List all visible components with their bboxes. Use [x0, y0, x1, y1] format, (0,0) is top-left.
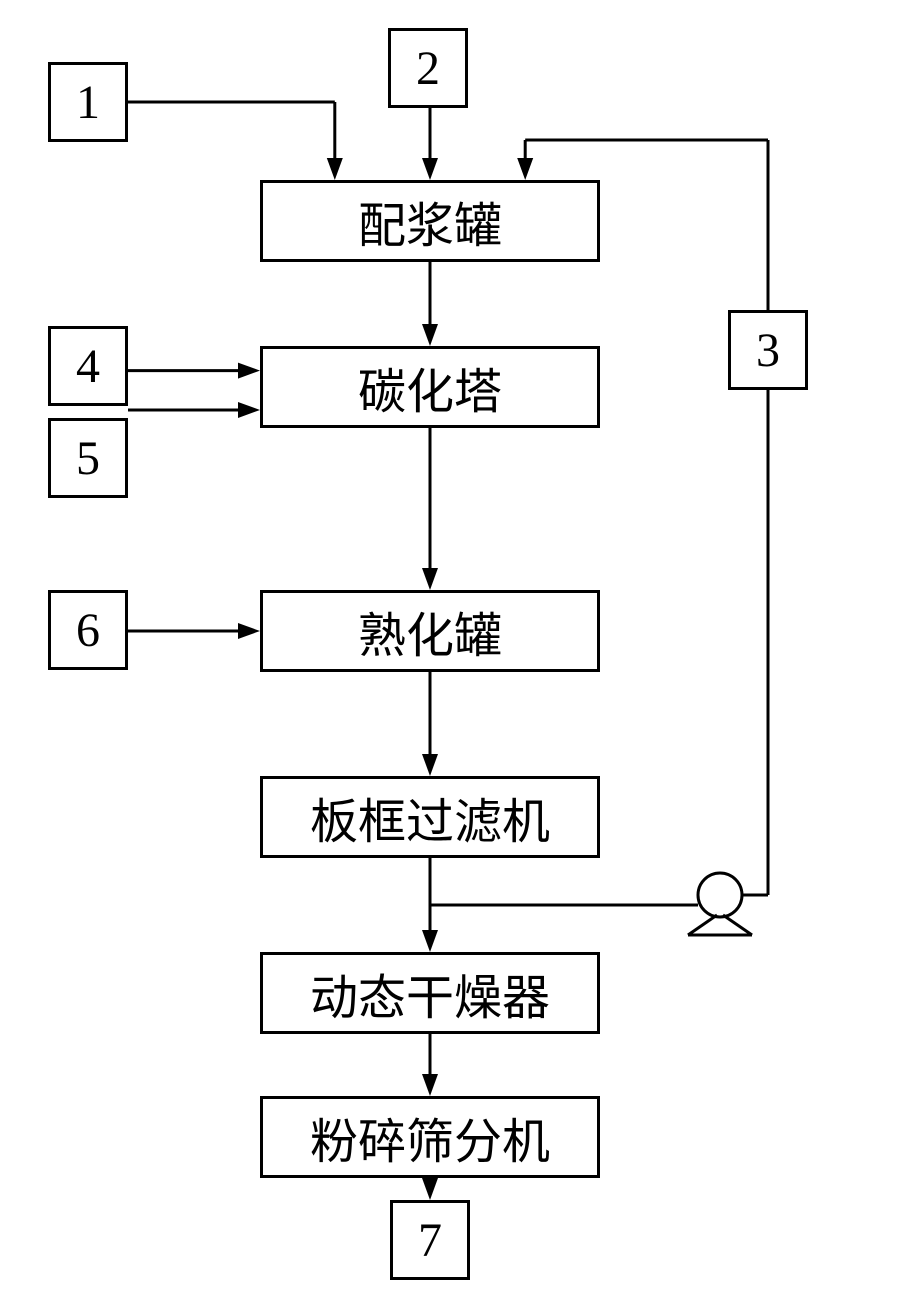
process-box-carbonation-tower: 碳化塔 — [260, 346, 600, 428]
process-box-aging-tank: 熟化罐 — [260, 590, 600, 672]
num-label: 5 — [76, 431, 100, 486]
num-label: 4 — [76, 339, 100, 394]
num-box-4: 4 — [48, 326, 128, 406]
num-box-7: 7 — [390, 1200, 470, 1280]
num-label: 1 — [76, 75, 100, 130]
process-box-dynamic-dryer: 动态干燥器 — [260, 952, 600, 1034]
process-label: 板框过滤机 — [310, 782, 550, 852]
num-label: 3 — [756, 323, 780, 378]
num-box-2: 2 — [388, 28, 468, 108]
num-label: 7 — [418, 1213, 442, 1268]
process-box-crusher-sieve: 粉碎筛分机 — [260, 1096, 600, 1178]
num-label: 2 — [416, 41, 440, 96]
process-label: 碳化塔 — [358, 352, 502, 422]
num-box-1: 1 — [48, 62, 128, 142]
process-label: 粉碎筛分机 — [310, 1102, 550, 1172]
process-label: 配浆罐 — [358, 186, 502, 256]
num-box-6: 6 — [48, 590, 128, 670]
num-box-3: 3 — [728, 310, 808, 390]
process-box-filter-press: 板框过滤机 — [260, 776, 600, 858]
process-label: 动态干燥器 — [310, 958, 550, 1028]
num-label: 6 — [76, 603, 100, 658]
num-box-5: 5 — [48, 418, 128, 498]
process-box-mixing-tank: 配浆罐 — [260, 180, 600, 262]
process-label: 熟化罐 — [358, 596, 502, 666]
